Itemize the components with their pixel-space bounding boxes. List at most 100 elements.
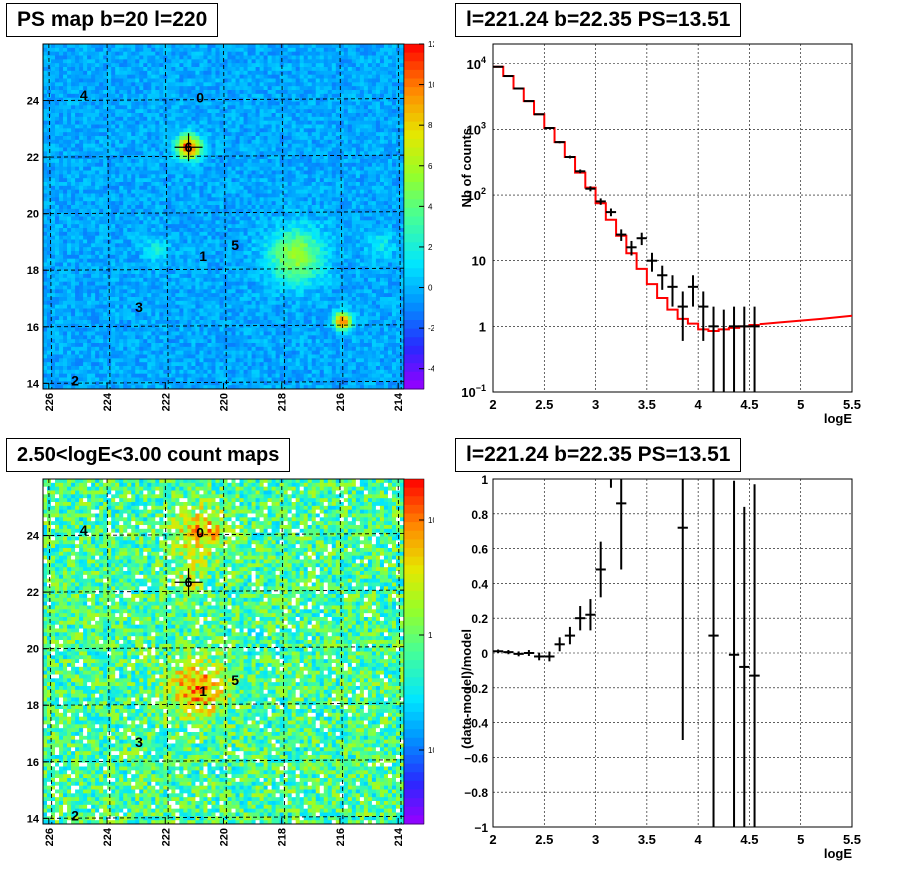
data-point bbox=[728, 480, 740, 827]
x-tick-label: 4 bbox=[695, 397, 703, 412]
data-point bbox=[626, 240, 637, 256]
y-tick-label: 0.2 bbox=[471, 612, 488, 626]
source-label: 3 bbox=[135, 299, 143, 315]
x-tick-label: 3.5 bbox=[638, 397, 656, 412]
y-tick-label: 20 bbox=[27, 209, 39, 221]
data-point bbox=[513, 87, 524, 90]
x-tick-label: 226 bbox=[44, 828, 56, 846]
x-tick-label: 218 bbox=[277, 393, 289, 411]
y-axis-label: Nb of counts bbox=[459, 128, 474, 207]
grid-meridian bbox=[223, 478, 227, 825]
data-point bbox=[493, 649, 504, 653]
data-point bbox=[534, 652, 545, 661]
y-tick-label: 14 bbox=[27, 813, 40, 825]
colorbar-tick-label: -4 bbox=[428, 365, 434, 374]
source-label: 6 bbox=[185, 139, 193, 155]
data-point bbox=[708, 479, 719, 827]
x-tick-label: 226 bbox=[44, 393, 56, 411]
grid-meridian bbox=[281, 478, 286, 825]
y-tick-label: 18 bbox=[27, 700, 39, 712]
y-tick-label: −1 bbox=[474, 821, 488, 835]
y-tick-label: 24 bbox=[27, 531, 40, 543]
y-tick-label: 104 bbox=[467, 55, 486, 72]
data-point bbox=[646, 252, 658, 272]
spectrum-chart: 2 2.5 3 3.5 4 4.5 5 5.5 10−1 1 10 102 103 104 logE Nb o… bbox=[459, 43, 861, 426]
colorbar-tick-label: 1 bbox=[428, 631, 433, 640]
x-tick-label: 5.5 bbox=[843, 832, 861, 847]
grid-meridian bbox=[106, 478, 111, 825]
data-point bbox=[749, 484, 760, 827]
x-tick-label: 218 bbox=[277, 828, 289, 846]
source-label: 5 bbox=[231, 237, 239, 253]
data-point bbox=[503, 75, 514, 78]
x-tick-label: 222 bbox=[160, 828, 172, 846]
residual-chart: 2 2.5 3 3.5 4 4.5 5 5.5 −1 −0.8 −0.6 −0.4 −0.2 0 0.2 0.… bbox=[459, 473, 861, 861]
y-tick-label: 0 bbox=[481, 647, 488, 661]
colorbar-tick-label: 6 bbox=[428, 162, 433, 171]
x-tick-label: 224 bbox=[102, 392, 114, 411]
source-label: 4 bbox=[80, 87, 88, 103]
data-point bbox=[513, 651, 524, 657]
y-tick-label: 24 bbox=[27, 96, 40, 108]
y-tick-label: 22 bbox=[27, 587, 39, 599]
data-point bbox=[677, 291, 688, 341]
x-tick-label: 214 bbox=[393, 392, 405, 411]
y-tick-label: 16 bbox=[27, 757, 39, 769]
data-point bbox=[595, 198, 606, 205]
y-tick-label: 103 bbox=[467, 120, 486, 137]
x-axis-label: logE bbox=[824, 411, 852, 426]
source-label: 1 bbox=[199, 683, 207, 699]
x-tick-label: 4.5 bbox=[740, 397, 758, 412]
x-tick-label: 214 bbox=[393, 827, 405, 846]
y-tick-label: 14 bbox=[27, 378, 40, 390]
grid-meridian bbox=[281, 43, 286, 390]
y-tick-label: 16 bbox=[27, 322, 39, 334]
x-tick-label: 216 bbox=[335, 393, 347, 411]
y-tick-label: −0.4 bbox=[464, 717, 488, 731]
colorbar-frame bbox=[403, 43, 425, 390]
data-point bbox=[564, 155, 576, 159]
grid-meridian bbox=[397, 43, 402, 390]
source-label: 5 bbox=[231, 672, 239, 688]
x-tick-label: 5 bbox=[797, 397, 804, 412]
source-label: 1 bbox=[199, 248, 207, 264]
plot-frame bbox=[492, 43, 853, 393]
x-tick-label: 224 bbox=[102, 827, 114, 846]
data-point bbox=[493, 65, 504, 68]
y-tick-label: 18 bbox=[27, 265, 39, 277]
source-label: 0 bbox=[196, 525, 204, 541]
data-point bbox=[503, 650, 514, 655]
grid-meridian bbox=[106, 43, 111, 390]
data-point bbox=[585, 599, 596, 631]
x-tick-label: 5 bbox=[797, 832, 804, 847]
colorbar-tick-label: 12 bbox=[428, 40, 434, 49]
x-tick-label: 4 bbox=[695, 832, 703, 847]
residual-points bbox=[493, 479, 760, 827]
grid-meridian bbox=[164, 43, 169, 390]
data-point bbox=[595, 541, 606, 598]
colorbar bbox=[404, 479, 424, 825]
data-point bbox=[605, 208, 617, 217]
y-tick-label: 0.6 bbox=[471, 543, 488, 557]
source-label: 4 bbox=[80, 522, 88, 538]
residual-title: l=221.24 b=22.35 PS=13.51 bbox=[455, 438, 742, 472]
plot-frame bbox=[492, 478, 853, 828]
x-tick-label: 220 bbox=[219, 828, 231, 846]
y-tick-label: 22 bbox=[27, 152, 39, 164]
source-label: 2 bbox=[71, 373, 79, 389]
ps-map-title: PS map b=20 l=220 bbox=[6, 3, 219, 37]
data-point bbox=[667, 275, 678, 307]
data-point bbox=[534, 113, 545, 116]
x-tick-label: 3 bbox=[592, 832, 599, 847]
y-tick-label: 0.4 bbox=[471, 577, 488, 591]
grid-meridian bbox=[48, 478, 53, 825]
grid-meridian bbox=[48, 43, 53, 390]
colorbar-tick-label: 10⁻¹ bbox=[428, 746, 434, 755]
data-point bbox=[728, 306, 740, 392]
data-point bbox=[698, 291, 709, 341]
data-point bbox=[544, 651, 555, 662]
data-point bbox=[687, 275, 699, 307]
x-tick-label: 4.5 bbox=[740, 832, 758, 847]
x-tick-label: 216 bbox=[335, 828, 347, 846]
